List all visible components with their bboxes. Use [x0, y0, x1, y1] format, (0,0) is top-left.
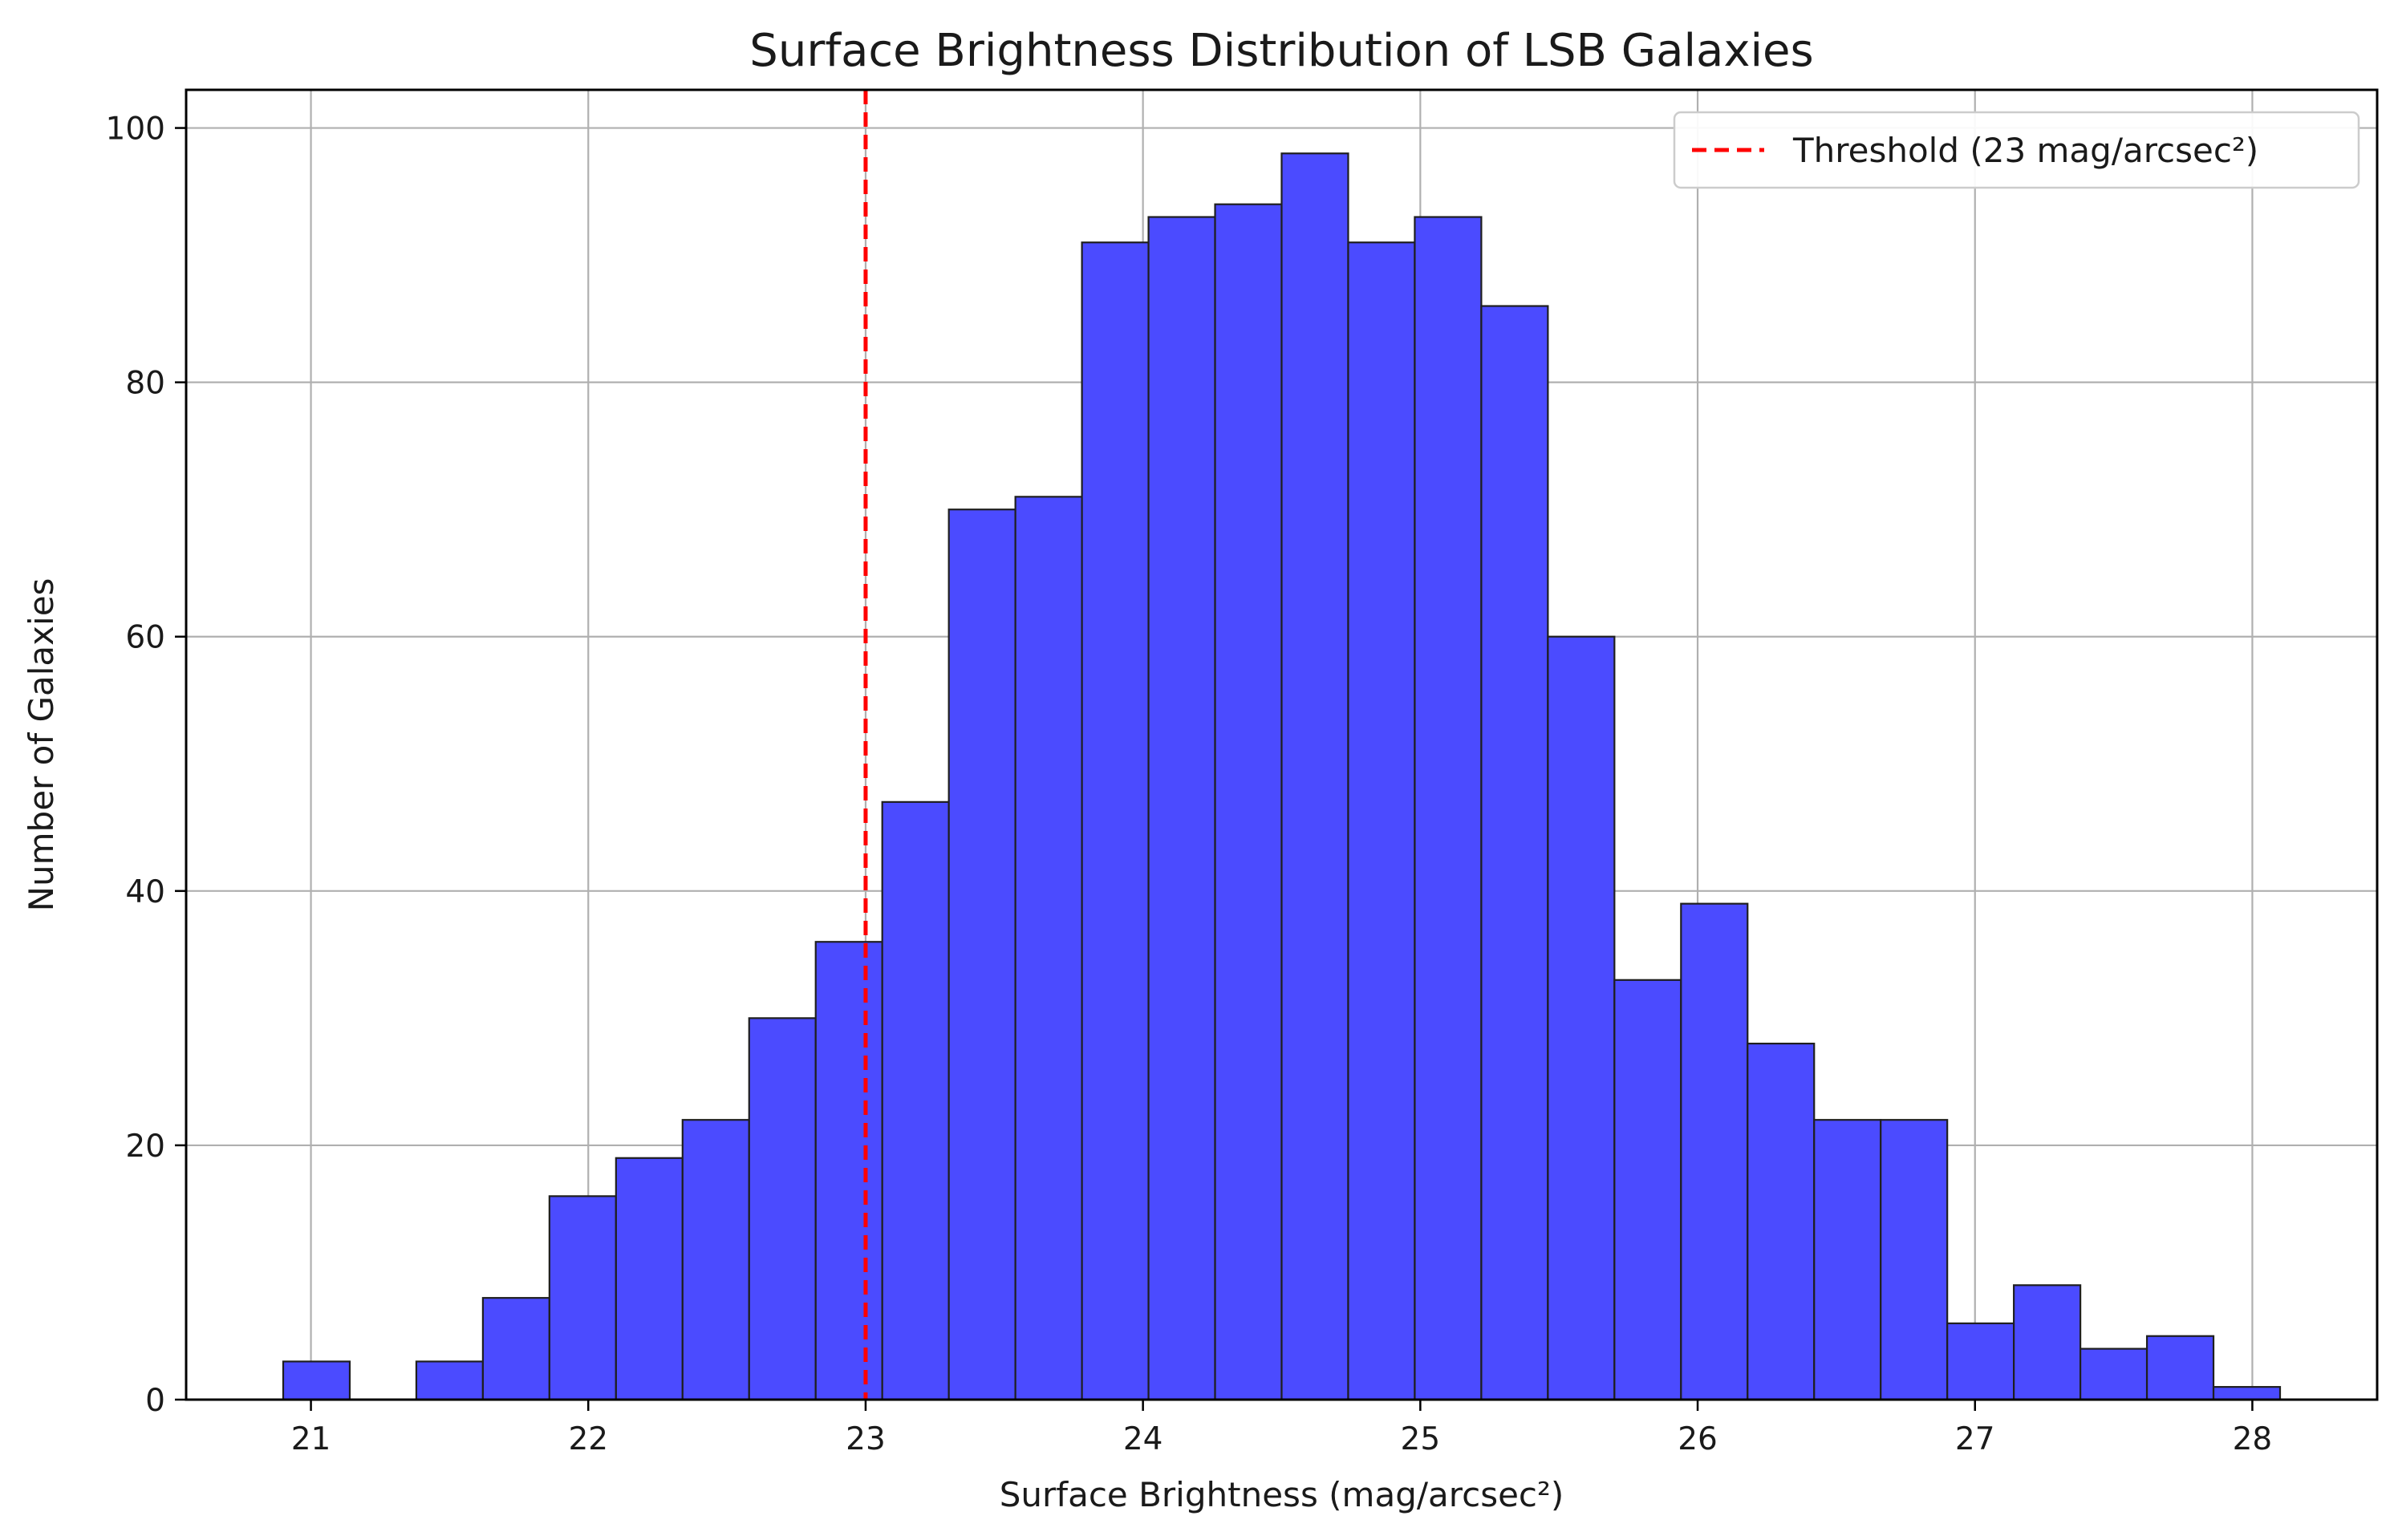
histogram-bar — [1946, 1322, 2015, 1401]
x-tick-label: 27 — [1955, 1421, 1995, 1457]
histogram-bar — [814, 941, 883, 1401]
histogram-bar — [1880, 1119, 1949, 1401]
histogram-bar — [1081, 241, 1150, 1401]
x-tick-label: 22 — [568, 1421, 608, 1457]
y-tick-label: 80 — [125, 366, 165, 402]
histogram-bar — [2212, 1386, 2282, 1401]
legend-box — [1673, 111, 2360, 189]
y-axis-ticks: 0 20 40 60 80 100 — [106, 111, 186, 1419]
histogram-bar — [1680, 902, 1749, 1401]
y-tick-label: 20 — [125, 1129, 165, 1165]
y-tick-label: 100 — [106, 111, 165, 148]
histogram-bar — [415, 1360, 484, 1401]
histogram-bar — [1347, 241, 1416, 1401]
histogram-bar — [2079, 1348, 2148, 1401]
histogram-bar — [1147, 216, 1216, 1401]
x-tick-label: 25 — [1401, 1421, 1441, 1457]
histogram-bar — [1414, 216, 1483, 1401]
histogram-bar — [615, 1157, 684, 1401]
histogram-bar — [1280, 152, 1349, 1401]
histogram-bar — [1014, 496, 1083, 1401]
histogram-bar — [2013, 1284, 2082, 1401]
histogram-bar — [2145, 1335, 2215, 1401]
legend: Threshold (23 mag/arcsec²) — [1673, 111, 2360, 189]
x-tick-label: 24 — [1123, 1421, 1163, 1457]
x-tick-label: 26 — [1678, 1421, 1718, 1457]
histogram-bar — [548, 1195, 617, 1401]
histogram-bar — [481, 1297, 550, 1401]
y-tick-label: 40 — [125, 874, 165, 910]
histogram-bar — [1613, 979, 1682, 1401]
histogram-bar — [748, 1017, 817, 1401]
histogram-bar — [681, 1119, 750, 1401]
x-tick-label: 23 — [846, 1421, 886, 1457]
x-tick-label: 21 — [291, 1421, 331, 1457]
legend-threshold-label: Threshold (23 mag/arcsec²) — [1792, 131, 2258, 170]
histogram-bar — [881, 800, 950, 1401]
plot-frame — [185, 88, 2379, 1401]
x-axis-title: Surface Brightness (mag/arcsec²) — [1000, 1475, 1564, 1514]
chart-title: Surface Brightness Distribution of LSB G… — [749, 25, 1813, 77]
histogram-bar — [1747, 1042, 1816, 1401]
bar-layer — [282, 152, 2282, 1401]
histogram-bar — [1480, 305, 1549, 1401]
x-axis-ticks: 21 22 23 24 25 26 27 28 — [291, 1400, 2273, 1457]
histogram-bar — [1214, 203, 1283, 1401]
y-tick-label: 60 — [125, 620, 165, 656]
histogram-bar — [282, 1360, 351, 1401]
histogram-bar — [947, 509, 1016, 1401]
x-tick-label: 28 — [2233, 1421, 2273, 1457]
y-tick-label: 0 — [145, 1383, 165, 1419]
histogram-bar — [1547, 635, 1616, 1401]
y-axis-title: Number of Galaxies — [22, 578, 61, 912]
histogram-bar — [1813, 1119, 1882, 1401]
